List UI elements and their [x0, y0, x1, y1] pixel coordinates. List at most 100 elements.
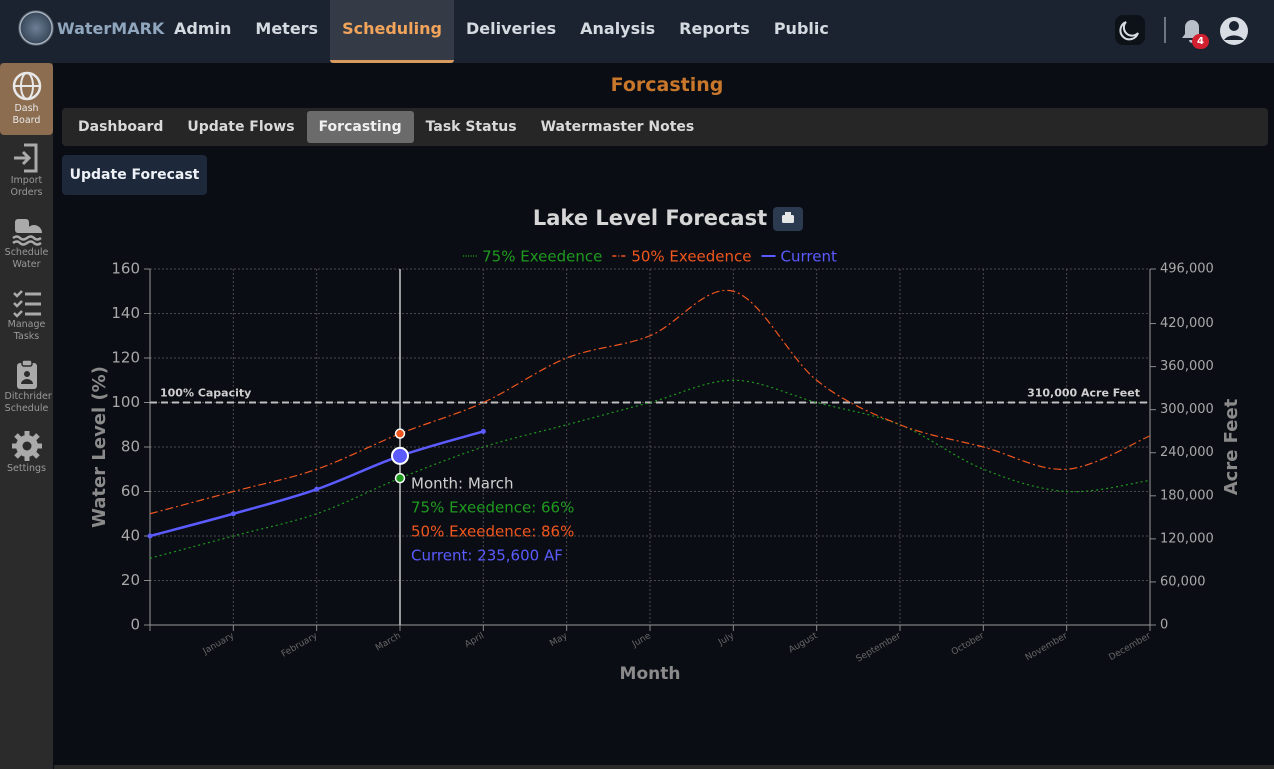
sidebar-icon [16, 359, 37, 389]
sidebar-item[interactable]: Import Orders [0, 135, 53, 207]
y-tick-label: 40 [121, 527, 140, 545]
y2-tick-label: 120,000 [1160, 531, 1214, 546]
nav-icons [1115, 15, 1248, 45]
nav-item[interactable]: Analysis [580, 19, 656, 38]
tooltip-line: 50% Exeedence: 86% [411, 523, 574, 541]
nav-item[interactable]: Admin [174, 19, 232, 38]
legend-label: Current [781, 248, 837, 266]
sidebar-icon [11, 431, 42, 461]
notification-badge: 4 [1192, 34, 1209, 49]
brand[interactable]: WaterMARK [57, 19, 165, 38]
sidebar: Dash Board Import Orders Schedule Water Man… [0, 63, 53, 769]
sidebar-label: Import Orders [10, 175, 43, 198]
sidebar-label: Ditchrider Schedule [4, 391, 52, 414]
sidebar-label: Manage Tasks [7, 319, 46, 342]
sidebar-label: Schedule Water [4, 247, 49, 270]
reference-label: 100% Capacity [160, 387, 251, 400]
sidebar-item[interactable]: Manage Tasks [0, 279, 53, 351]
legend-label: 75% Exeedence [482, 248, 602, 266]
y2-tick-label: 300,000 [1160, 402, 1214, 417]
nav-item[interactable]: Public [773, 19, 829, 38]
bottom-bar [54, 765, 1274, 769]
y-tick-label: 120 [111, 349, 140, 367]
point [314, 486, 320, 492]
moon-icon [1119, 21, 1139, 41]
logo[interactable] [18, 10, 54, 46]
tab[interactable]: Dashboard [78, 119, 164, 135]
nav-item[interactable]: Reports [679, 19, 750, 38]
point [480, 428, 486, 434]
x-tick-label: June [630, 631, 653, 650]
y-tick-label: 100 [111, 393, 140, 411]
sidebar-item[interactable]: Dash Board [0, 63, 53, 135]
chart-title: Lake Level Forecast [533, 206, 767, 230]
nav-actions: 4 [1104, 0, 1274, 63]
x-tick-label: March [374, 631, 403, 653]
sidebar-item[interactable]: Settings [0, 423, 53, 495]
y-tick-label: 160 [111, 260, 140, 278]
sidebar-icon [13, 143, 37, 173]
x-axis-label: Month [620, 664, 681, 684]
avatar-body [1224, 35, 1244, 40]
tab[interactable]: Task Status [425, 119, 517, 135]
y-tick-label: 60 [121, 482, 140, 500]
nav-menu: Admin Meters Scheduling Deliveries Analysis R… [162, 0, 841, 63]
chart: Lake Level Forecast January February March… [89, 206, 1242, 684]
tooltip-line: Current: 235,600 AF [411, 547, 563, 565]
sidebar-label: Settings [7, 463, 46, 474]
y-tick-label: 80 [121, 438, 140, 456]
x-tick-label: January [201, 631, 237, 658]
reference-label-right: 310,000 Acre Feet [1027, 387, 1140, 400]
point [147, 533, 153, 539]
x-tick-label: October [950, 631, 986, 658]
y2-tick-label: 0 [1160, 618, 1168, 633]
x-tick-label: December [1107, 631, 1153, 663]
sidebar-item[interactable]: Schedule Water [0, 207, 53, 279]
hover-point [394, 472, 406, 484]
y-tick-label: 20 [121, 571, 140, 589]
x-tick-label: April [463, 631, 486, 650]
x-tick-label: May [548, 631, 570, 649]
nav-item[interactable]: Deliveries [465, 19, 557, 38]
tooltip-line: 75% Exeedence: 66% [411, 499, 574, 517]
tooltip-line: Month: March [411, 475, 514, 493]
sidebar-item[interactable]: Ditchrider Schedule [0, 351, 53, 423]
x-tick-label: July [716, 631, 736, 649]
y2-tick-label: 420,000 [1160, 316, 1214, 331]
hover-point [394, 428, 406, 439]
x-tick-label: September [855, 631, 903, 665]
sidebar-icon [12, 71, 41, 101]
point [230, 511, 236, 517]
y-tick-label: 0 [130, 616, 140, 634]
nav-item[interactable]: Scheduling [330, 0, 454, 63]
sidebar-label: Dash Board [12, 103, 41, 126]
y2-tick-label: 60,000 [1160, 574, 1206, 589]
y2-tick-label: 496,000 [1160, 262, 1214, 277]
tab[interactable]: Forcasting [306, 111, 414, 143]
avatar-head [1229, 21, 1239, 31]
y-tick-label: 140 [111, 304, 140, 322]
print-icon-top [785, 212, 791, 216]
x-tick-label: November [1024, 631, 1070, 663]
series-line [149, 289, 1151, 515]
y2-axis-label: Acre Feet [1221, 398, 1242, 495]
tab[interactable]: Watermaster Notes [540, 119, 695, 135]
tab-bar: Dashboard Update Flows Forcasting Task Stat… [62, 108, 1268, 146]
y2-tick-label: 180,000 [1160, 488, 1214, 503]
top-nav: WaterMARK Admin Meters Scheduling Deliverie… [0, 0, 1274, 63]
tab[interactable]: Update Flows [187, 119, 295, 135]
x-tick-label: February [280, 631, 320, 660]
sidebar-icon [12, 290, 41, 318]
sidebar-icon [11, 219, 42, 246]
hover-point [391, 446, 409, 465]
y-axis-label: Water Level (%) [89, 366, 110, 528]
legend-label: 50% Exeedence [631, 248, 751, 266]
y2-tick-label: 240,000 [1160, 445, 1214, 460]
page-title: Forcasting [610, 74, 724, 96]
x-tick-label: August [787, 631, 820, 656]
y2-tick-label: 360,000 [1160, 359, 1214, 374]
nav-item[interactable]: Meters [255, 19, 319, 38]
print-icon [782, 215, 794, 223]
update-forecast-button[interactable]: Update Forecast [62, 155, 207, 195]
